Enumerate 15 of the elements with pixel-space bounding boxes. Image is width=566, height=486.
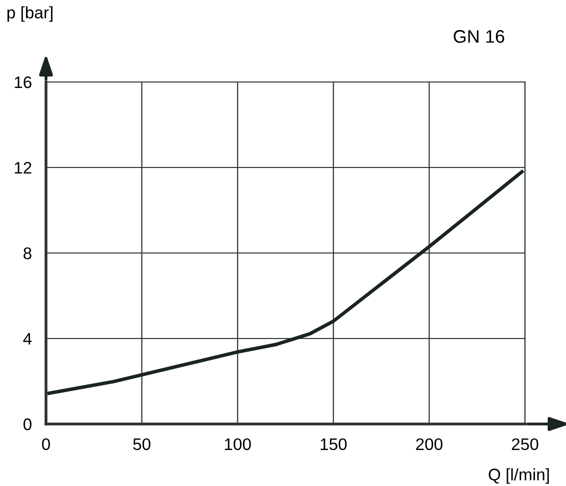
x-tick-label: 0 [42,438,50,450]
chart-title: GN 16 [454,30,504,43]
y-tick-label: 4 [23,333,32,345]
y-tick-label: 8 [24,247,32,260]
y-tick-label: 12 [14,162,32,174]
y-axis-title: p [bar] [7,6,52,22]
x-tick-label: 100 [224,438,251,450]
line-series [47,170,524,395]
y-tick-label: 16 [14,76,32,88]
x-tick-label: 200 [416,438,442,450]
x-tick-label: 50 [133,438,150,450]
x-tick-label: 150 [320,438,347,450]
x-tick-label: 250 [512,438,538,450]
x-axis-title: Q [l/min] [488,468,549,484]
y-tick-label: 0 [23,418,32,430]
